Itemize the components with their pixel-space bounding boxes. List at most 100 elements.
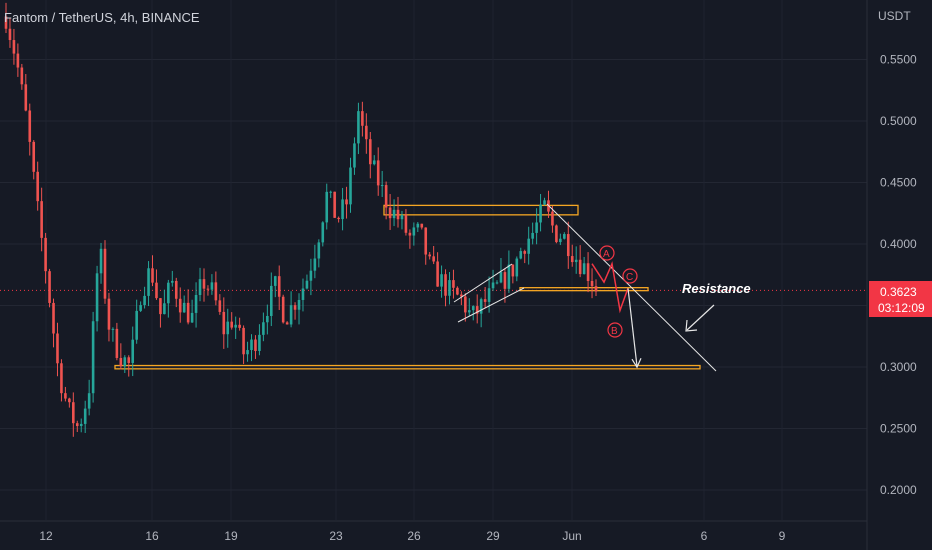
candle-body [119, 357, 123, 367]
candle-body [495, 282, 499, 284]
candle-body [16, 53, 20, 68]
candle-body [566, 234, 570, 257]
candle-body [12, 40, 16, 54]
candle-body [372, 160, 376, 165]
candle-body [590, 280, 594, 287]
candle-body [68, 398, 71, 403]
candle-body [392, 209, 396, 219]
wave-a-label: A [603, 249, 610, 260]
candle-body [333, 191, 336, 218]
candle-body [349, 167, 352, 205]
candle-body [127, 357, 131, 363]
candle-body [75, 423, 79, 427]
candle-body [499, 272, 503, 283]
candle-body [539, 204, 542, 223]
candle-body [574, 259, 578, 263]
candle-body [531, 232, 534, 239]
candle-body [214, 282, 218, 301]
candle-body [444, 274, 447, 296]
candle-body [365, 125, 368, 140]
candle-body [412, 227, 416, 236]
candle-body [594, 286, 598, 292]
candle-body [368, 139, 372, 165]
current-price-label: 0.3623 [880, 285, 917, 299]
y-tick-label: 0.4500 [880, 176, 917, 190]
candle-body [182, 302, 186, 313]
candle-body [163, 303, 166, 315]
candle-body [242, 327, 245, 355]
candle-body [523, 251, 527, 254]
y-tick-label: 0.4000 [880, 237, 917, 251]
candle-body [206, 288, 210, 290]
candle-body [218, 300, 222, 312]
candle-body [143, 295, 146, 306]
resistance-trendline [546, 203, 717, 372]
resistance-arrow-head [685, 319, 698, 332]
candle-body [262, 322, 265, 335]
resistance-arrow-shaft [686, 304, 715, 331]
wave-c-marker [622, 268, 638, 284]
candle-body [52, 302, 55, 334]
annotations [453, 203, 717, 372]
candle-body [345, 199, 348, 205]
candle-body [95, 273, 99, 322]
candle-body [246, 350, 249, 355]
candle-body [479, 299, 483, 314]
support-resistance-zones [114, 204, 701, 370]
candle-body [440, 274, 443, 287]
candle-body [281, 296, 285, 323]
x-tick-label: 19 [224, 529, 238, 543]
candle-body [475, 306, 479, 314]
candle-body [83, 408, 87, 424]
candle-body [515, 258, 519, 277]
candle-body [341, 199, 344, 220]
candle-body [44, 237, 47, 272]
candle-body [464, 296, 467, 313]
candle-body [578, 259, 582, 275]
candle-body [48, 271, 51, 303]
candle-body [428, 254, 431, 257]
candle-body [107, 298, 111, 330]
candle-body [198, 279, 202, 296]
resistance-label: Resistance [682, 281, 751, 296]
candle-body [309, 270, 313, 281]
x-tick-label: 6 [701, 529, 708, 543]
candle-body [527, 238, 530, 254]
candle-body [64, 393, 67, 399]
candle-body [519, 251, 523, 259]
x-tick-label: 16 [145, 529, 159, 543]
price-axis-unit: USDT [878, 9, 911, 23]
candle-body [543, 200, 546, 205]
candle-body [503, 272, 507, 289]
candle-body [139, 305, 142, 311]
candle-body [234, 324, 237, 328]
candle-body [202, 279, 206, 289]
candle-body [448, 280, 451, 296]
candle-body [555, 225, 558, 243]
candle-body [289, 305, 293, 325]
candle-body [111, 328, 115, 330]
candle-body [72, 402, 75, 424]
candle-body [384, 185, 388, 208]
current-price-tag [869, 281, 932, 317]
candles [4, 2, 598, 437]
candle-body [483, 299, 487, 302]
candle-body [400, 214, 404, 220]
candle-body [551, 211, 554, 226]
candle-body [329, 191, 332, 193]
candle-body [563, 234, 566, 239]
grid [0, 0, 867, 520]
candle-body [436, 261, 439, 287]
candle-body [230, 321, 234, 328]
candle-body [123, 357, 127, 367]
candle-body [293, 305, 297, 310]
candle-body [115, 328, 119, 358]
projection-arrow-shaft [627, 288, 638, 367]
chart-title: Fantom / TetherUS, 4h, BINANCE [4, 10, 200, 25]
candle-body [171, 280, 174, 283]
candle-body [32, 141, 36, 172]
candle-body [99, 248, 103, 274]
